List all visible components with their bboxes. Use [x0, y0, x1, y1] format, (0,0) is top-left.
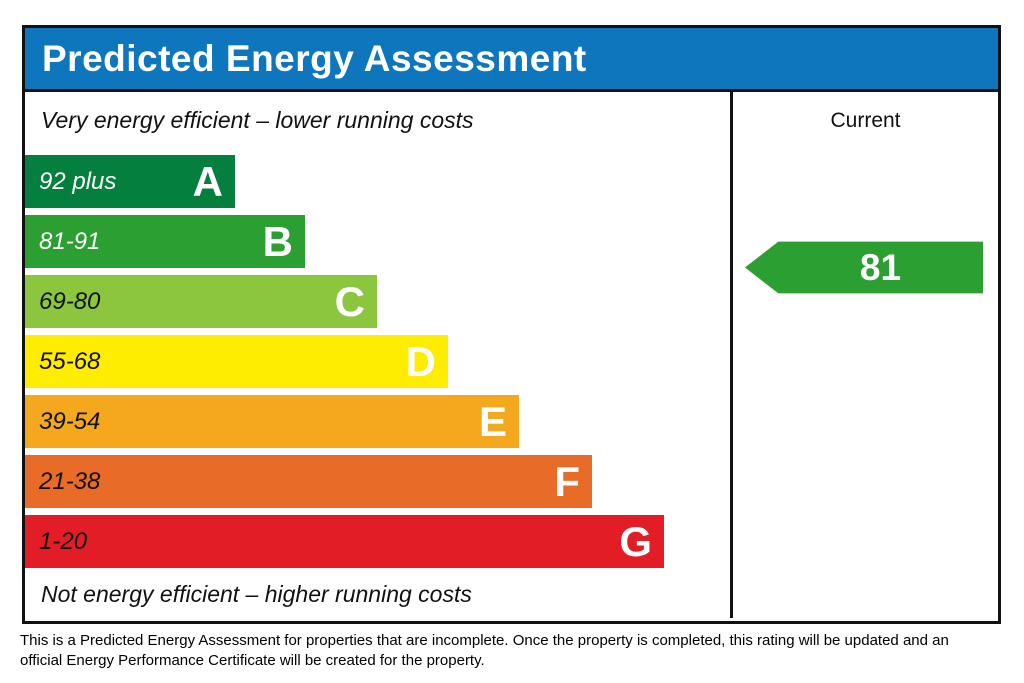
rating-scale-area: Very energy efficient – lower running co…: [25, 92, 730, 618]
band-range-label: 55-68: [39, 347, 101, 375]
rating-band-f: 21-38 F: [25, 455, 592, 508]
top-note: Very energy efficient – lower running co…: [41, 107, 474, 133]
rating-band-d: 55-68 D: [25, 335, 448, 388]
rating-band-g: 1-20 G: [25, 515, 664, 568]
band-range-label: 39-54: [39, 407, 101, 435]
band-letter: D: [405, 338, 436, 385]
epc-chart-frame: Predicted Energy Assessment Very energy …: [22, 25, 1001, 624]
rating-bands: 92 plus A 81-91 B 69-80 C 55-68 D 39-54 E 21-38 F 1-…: [25, 155, 730, 568]
band-letter: F: [554, 458, 580, 505]
band-range-label: 81-91: [39, 227, 101, 255]
band-range-label: 69-80: [39, 287, 101, 315]
band-range-label: 21-38: [39, 467, 101, 495]
chart-body: Very energy efficient – lower running co…: [25, 92, 998, 618]
footer-note: This is a Predicted Energy Assessment fo…: [20, 631, 1000, 671]
band-range-label: 1-20: [39, 527, 88, 555]
rating-band-c: 69-80 C: [25, 275, 377, 328]
band-letter: B: [262, 218, 293, 265]
current-rating-value: 81: [859, 246, 902, 288]
rating-band-e: 39-54 E: [25, 395, 519, 448]
current-rating-arrow: 81: [745, 241, 983, 294]
current-column-header: Current: [830, 109, 901, 132]
band-range-label: 92 plus: [39, 167, 117, 195]
chart-title: Predicted Energy Assessment: [42, 37, 587, 79]
rating-band-b: 81-91 B: [25, 215, 305, 268]
band-letter: A: [192, 158, 223, 205]
chart-title-bar: Predicted Energy Assessment: [25, 28, 998, 92]
rating-band-a: 92 plus A: [25, 155, 235, 208]
band-letter: E: [478, 398, 507, 445]
footer-line-1: This is a Predicted Energy Assessment fo…: [20, 632, 949, 649]
current-rating-column: Current 81: [730, 92, 998, 618]
band-letter: C: [334, 278, 365, 325]
bottom-note: Not energy efficient – higher running co…: [41, 581, 472, 607]
footer-line-2: official Energy Performance Certificate …: [20, 652, 485, 669]
band-letter: G: [619, 518, 652, 565]
